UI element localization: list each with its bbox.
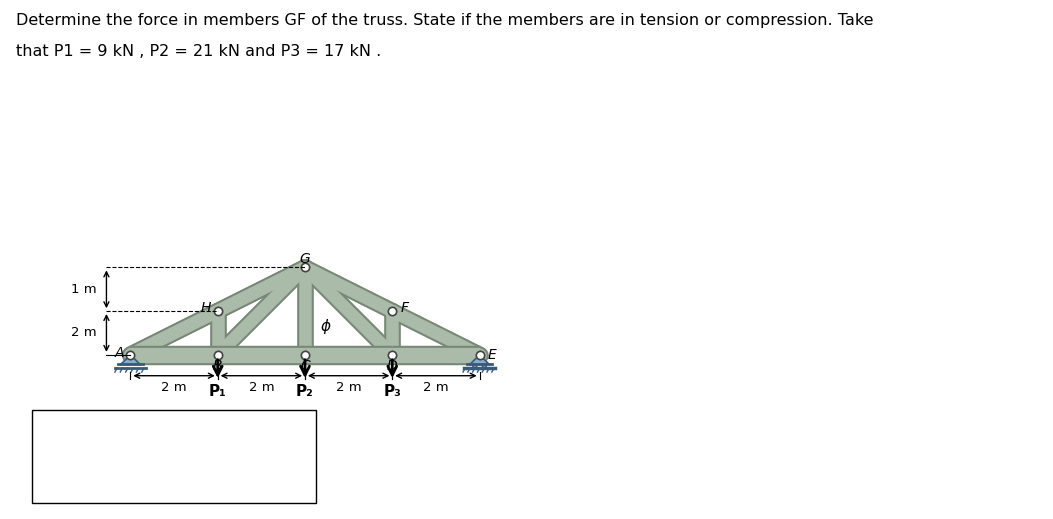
Polygon shape <box>470 355 490 364</box>
Text: E: E <box>488 348 496 362</box>
Text: G: G <box>300 252 311 266</box>
Text: 2 m: 2 m <box>72 326 97 339</box>
Text: 2 m: 2 m <box>249 381 274 394</box>
Text: 2 m: 2 m <box>336 381 361 394</box>
Text: 2 m: 2 m <box>423 381 449 394</box>
Text: F: F <box>400 301 409 315</box>
Text: 1 m: 1 m <box>72 283 97 296</box>
Text: A: A <box>115 346 124 360</box>
Circle shape <box>477 353 481 357</box>
Circle shape <box>482 364 486 368</box>
Text: B: B <box>213 359 222 373</box>
Circle shape <box>473 364 477 368</box>
Text: P₁: P₁ <box>208 385 226 400</box>
Text: P₃: P₃ <box>383 385 401 400</box>
Text: P₂: P₂ <box>296 385 314 400</box>
Text: $\phi$: $\phi$ <box>320 317 332 336</box>
Circle shape <box>128 353 133 357</box>
Text: that P1 = 9 kN , P2 = 21 kN and P3 = 17 kN .: that P1 = 9 kN , P2 = 21 kN and P3 = 17 … <box>16 44 381 59</box>
Text: D: D <box>386 359 398 373</box>
Text: Determine the force in members GF of the truss. State if the members are in tens: Determine the force in members GF of the… <box>16 13 873 28</box>
Text: 2 m: 2 m <box>161 381 186 394</box>
Text: H: H <box>200 301 211 315</box>
Text: C: C <box>300 359 310 373</box>
Polygon shape <box>121 355 140 364</box>
